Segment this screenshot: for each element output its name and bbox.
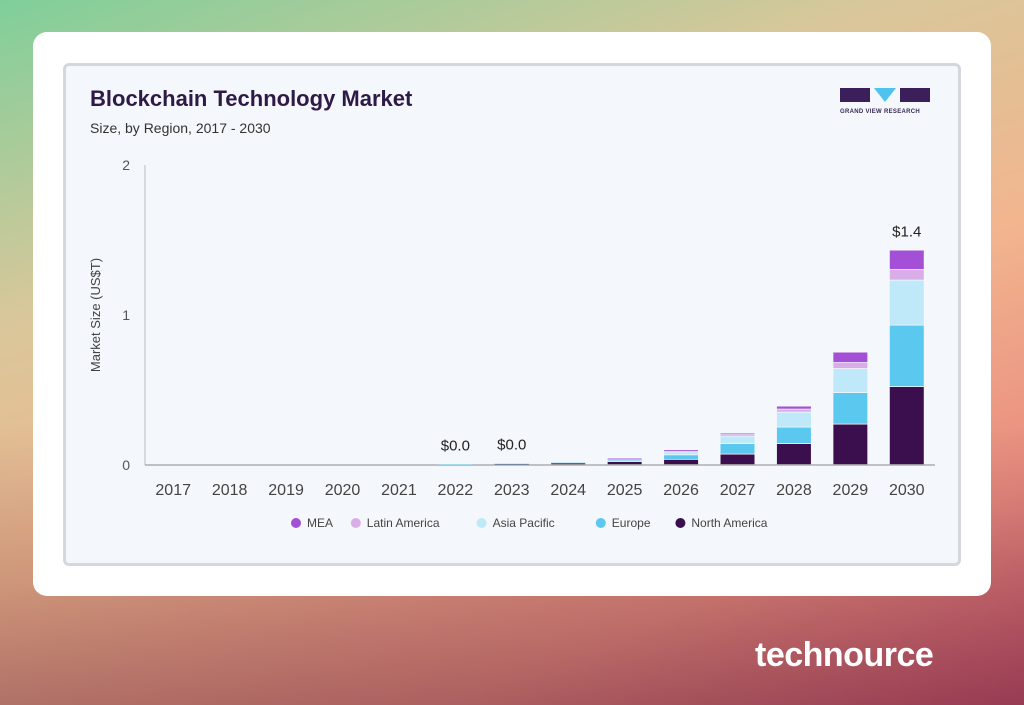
legend-label: North America bbox=[691, 516, 767, 530]
x-tick-label: 2021 bbox=[381, 482, 417, 499]
bar-north-america-2026 bbox=[664, 459, 699, 465]
chart-panel: Blockchain Technology Market Size, by Re… bbox=[63, 63, 961, 566]
bar-europe-2025 bbox=[607, 460, 642, 462]
bar-mea-2026 bbox=[664, 450, 699, 451]
bar-europe-2028 bbox=[776, 427, 811, 444]
bar-asia-pacific-2026 bbox=[664, 452, 699, 455]
y-tick-label: 2 bbox=[122, 157, 130, 173]
x-tick-label: 2020 bbox=[325, 482, 361, 499]
legend-marker bbox=[595, 518, 606, 528]
bar-asia-pacific-2030 bbox=[889, 280, 924, 325]
bar-mea-2027 bbox=[720, 433, 755, 435]
x-tick-label: 2018 bbox=[212, 482, 248, 499]
bar-asia-pacific-2028 bbox=[776, 412, 811, 427]
grand-view-research-logo: GRAND VIEW RESEARCH bbox=[840, 88, 930, 115]
data-label: $1.4 bbox=[892, 224, 921, 241]
x-tick-label: 2017 bbox=[155, 482, 191, 499]
bar-north-america-2029 bbox=[833, 424, 868, 465]
bar-north-america-2028 bbox=[776, 444, 811, 465]
y-axis-label: Market Size (US$T) bbox=[88, 258, 103, 372]
x-tick-label: 2022 bbox=[438, 482, 474, 499]
legend-label: Europe bbox=[612, 516, 651, 530]
legend-marker bbox=[675, 518, 686, 528]
bar-latin-america-2029 bbox=[833, 363, 868, 369]
bar-mea-2028 bbox=[776, 406, 811, 409]
bar-north-america-2027 bbox=[720, 454, 755, 465]
bar-europe-2022 bbox=[438, 464, 473, 466]
logo-text: GRAND VIEW RESEARCH bbox=[840, 109, 921, 115]
data-label: $0.0 bbox=[497, 436, 526, 453]
y-tick-label: 0 bbox=[122, 457, 130, 473]
bar-latin-america-2030 bbox=[889, 270, 924, 280]
x-tick-label: 2019 bbox=[268, 482, 304, 499]
legend-label: MEA bbox=[307, 516, 333, 530]
bar-latin-america-2028 bbox=[776, 409, 811, 412]
bar-north-america-2030 bbox=[889, 387, 924, 465]
technource-logo: technource bbox=[755, 636, 934, 674]
bar-asia-pacific-2024 bbox=[551, 462, 586, 464]
bar-asia-pacific-2029 bbox=[833, 369, 868, 393]
x-tick-label: 2024 bbox=[550, 482, 586, 499]
card: Blockchain Technology Market Size, by Re… bbox=[33, 32, 991, 596]
bar-mea-2025 bbox=[607, 458, 642, 460]
y-tick-label: 1 bbox=[122, 307, 130, 323]
x-tick-label: 2029 bbox=[833, 482, 869, 499]
legend-marker bbox=[350, 518, 361, 528]
x-tick-label: 2030 bbox=[889, 482, 925, 499]
bar-latin-america-2026 bbox=[664, 450, 699, 452]
chart-title: Blockchain Technology Market bbox=[90, 86, 413, 111]
chart-subtitle: Size, by Region, 2017 - 2030 bbox=[90, 120, 271, 136]
bar-mea-2029 bbox=[833, 352, 868, 363]
legend-label: Asia Pacific bbox=[493, 516, 555, 530]
x-tick-label: 2028 bbox=[776, 482, 812, 499]
x-tick-label: 2027 bbox=[720, 482, 756, 499]
bar-europe-2027 bbox=[720, 444, 755, 454]
bar-europe-2029 bbox=[833, 393, 868, 424]
bar-asia-pacific-2023 bbox=[494, 463, 529, 465]
bar-europe-2026 bbox=[664, 455, 699, 459]
bar-north-america-2024 bbox=[551, 463, 586, 465]
gvr-logo-icon bbox=[840, 88, 930, 102]
x-tick-label: 2026 bbox=[663, 482, 699, 499]
bar-asia-pacific-2027 bbox=[720, 436, 755, 444]
x-tick-label: 2023 bbox=[494, 482, 530, 499]
legend-marker bbox=[291, 518, 301, 528]
bar-europe-2030 bbox=[889, 325, 924, 387]
x-tick-label: 2025 bbox=[607, 482, 643, 499]
legend-label: Latin America bbox=[367, 516, 440, 530]
bar-mea-2030 bbox=[889, 250, 924, 270]
bar-latin-america-2027 bbox=[720, 435, 755, 436]
bar-north-america-2025 bbox=[607, 462, 642, 465]
legend-marker bbox=[476, 518, 487, 528]
data-label: $0.0 bbox=[441, 438, 470, 455]
